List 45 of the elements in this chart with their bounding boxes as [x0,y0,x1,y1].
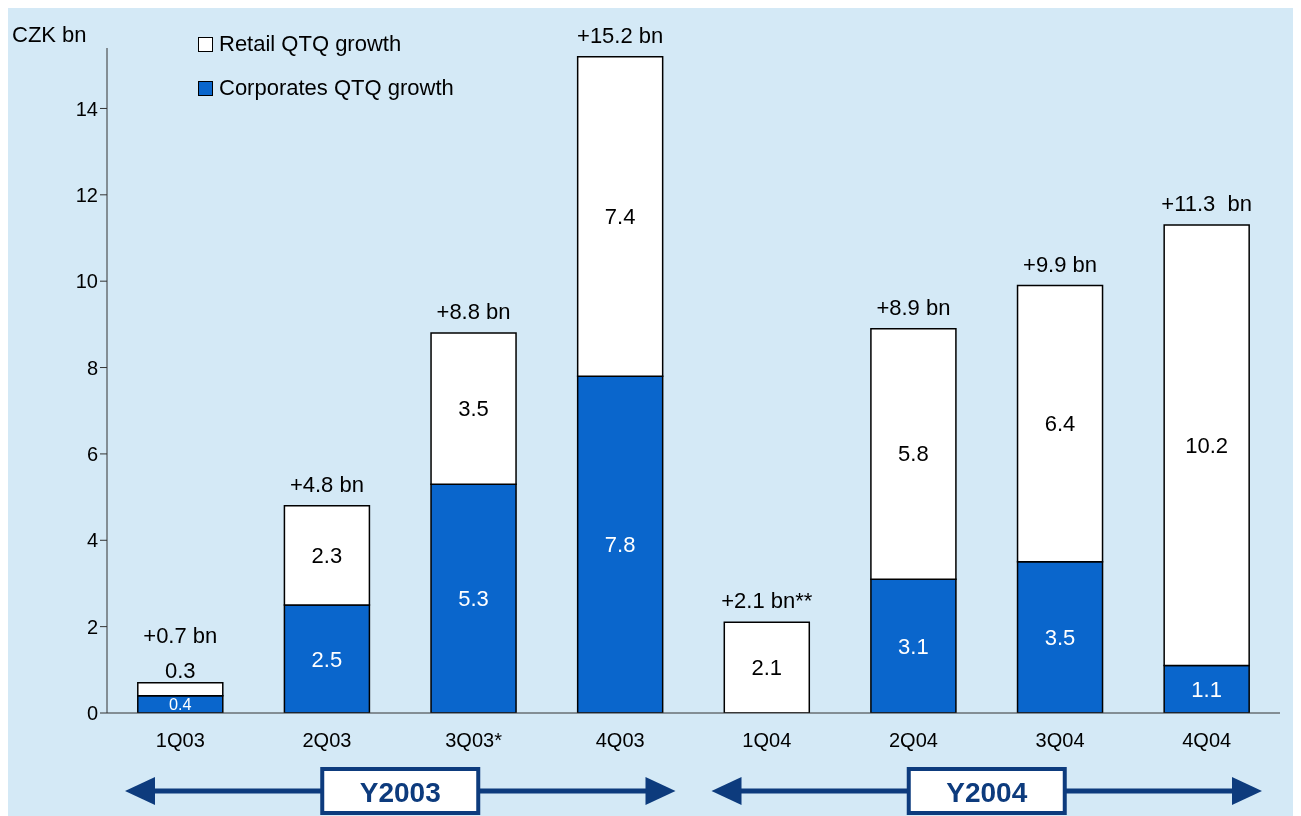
data-label: 7.8 [604,532,636,558]
total-label: +0.7 bn [143,622,218,648]
x-tick-label: 3Q04 [1035,729,1085,752]
data-label: 2.5 [311,646,343,672]
x-tick-label: 2Q03 [302,729,352,752]
y-tick-label: 10 [75,270,98,293]
x-tick-label: 3Q03* [445,729,503,752]
y-tick-label: 14 [75,97,98,120]
data-label: 6.4 [1044,411,1076,437]
text: Y2004 [946,776,1028,808]
y-tick-label: 2 [86,615,98,638]
x-tick-label: 1Q03 [155,729,205,752]
data-label: 7.4 [604,203,636,229]
data-label: 5.3 [458,586,489,612]
y-tick-label: 8 [86,356,98,379]
y-tick-label: 6 [86,443,98,466]
y-tick-label: 0 [86,702,98,725]
bar [723,621,811,713]
total-label: +15.2 bn [577,22,664,48]
total-label: +9.9 bn [1023,251,1098,277]
x-tick-label: 4Q04 [1182,729,1232,752]
data-label: 2.3 [311,542,343,568]
total-label: +2.1 bn** [721,588,813,614]
x-tick-label: 4Q03 [595,729,645,752]
data-label: 5.8 [898,441,929,467]
data-label: 3.5 [1044,624,1076,650]
data-label: 10.2 [1185,432,1229,458]
total-label: +8.9 bn [876,294,951,320]
y-tick-label: 12 [75,183,98,206]
data-label: 2.1 [751,655,783,681]
data-label: 0.4 [168,695,192,714]
y-tick-label: 4 [86,529,98,552]
x-tick-label: 1Q04 [742,729,792,752]
total-label: +11.3 bn [1161,191,1253,217]
total-label: +8.8 bn [436,299,511,324]
total-label: +4.8 bn [289,471,364,497]
data-label: 1.1 [1191,676,1222,702]
x-tick-label: 2Q04 [888,729,938,752]
data-label: 3.5 [458,396,489,422]
y-axis-title: CZK bn [12,22,87,48]
data-label: 3.1 [898,633,929,659]
legend-label: Corporates QTQ growth [219,75,454,101]
text: Y2003 [359,776,441,808]
legend-label: Retail QTQ growth [219,31,402,57]
data-label: 0.3 [164,657,196,683]
